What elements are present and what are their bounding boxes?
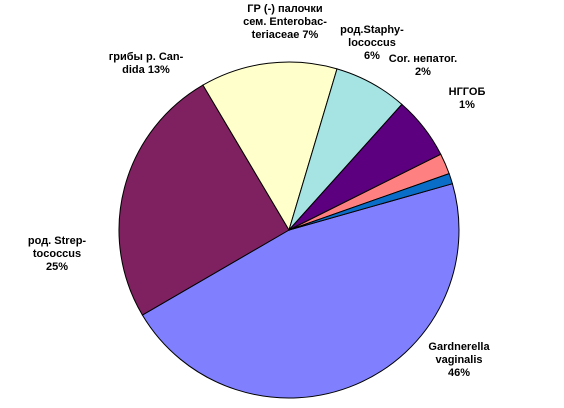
slice-label-0-line-0: Gardnerella	[428, 341, 490, 353]
slice-label-1-line-0: род. Strep-	[28, 235, 87, 247]
slice-label-5: Cor. непатог. 2%	[389, 53, 457, 78]
pie-slice-0	[141, 183, 460, 399]
slice-label-3-line-1: сем. Enterobac-	[243, 16, 327, 28]
slice-label-1-line-2: 25%	[46, 261, 68, 273]
slice-label-3-line-2: teriaceae 7%	[252, 29, 319, 41]
slice-label-1-line-1: tococcus	[33, 248, 81, 260]
slice-label-4-line-1: lococcus	[348, 37, 396, 49]
slice-label-0-line-1: vaginalis	[435, 354, 482, 366]
slice-label-5-line-0: Cor. непатог.	[389, 53, 457, 65]
slice-label-6-line-1: 1%	[459, 99, 475, 111]
slices-group	[118, 61, 460, 399]
pie-slice-1	[118, 84, 290, 316]
pie-slice-2	[202, 61, 338, 232]
slice-label-5-line-1: 2%	[415, 66, 431, 78]
slice-label-1: род. Strep-tococcus 25%	[28, 235, 87, 273]
slice-label-2: грибы р. Can-dida 13%	[109, 51, 184, 76]
labels-group: Gardnerella vaginalis 46% род. Strep-tococc…	[28, 3, 491, 379]
slice-label-2-line-1: dida 13%	[122, 64, 170, 76]
slice-label-2-line-0: грибы р. Can-	[109, 51, 184, 63]
slice-label-4-line-2: 6%	[364, 50, 380, 62]
slice-label-4-line-0: род.Staphy-	[340, 24, 404, 36]
slice-label-0-line-2: 46%	[448, 367, 470, 379]
slice-label-4: род.Staphy-lococcus 6%	[340, 24, 404, 62]
slice-label-0: Gardnerella vaginalis 46%	[428, 341, 490, 379]
pie-slice-6	[288, 173, 454, 231]
slice-label-3-line-0: ГР (-) палочки	[247, 3, 322, 15]
slice-label-3: ГР (-) палочки сем. Enterobac-teriaceae 7…	[243, 3, 327, 41]
slice-label-6: НГГОБ 1%	[449, 86, 486, 111]
slice-label-6-line-0: НГГОБ	[449, 86, 486, 98]
